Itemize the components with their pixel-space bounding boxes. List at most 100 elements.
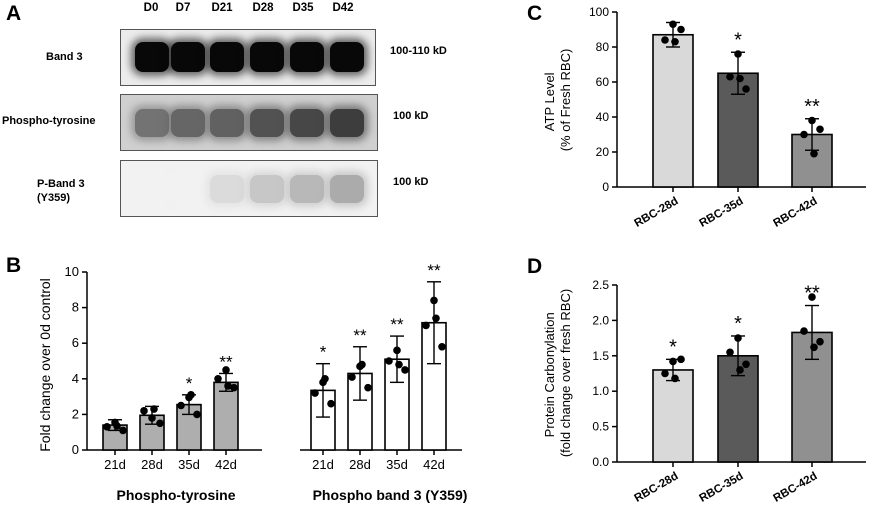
y-tick-label: 8	[72, 300, 79, 315]
data-point	[430, 296, 438, 305]
significance-marker: *	[186, 374, 193, 393]
blot-band	[135, 175, 169, 203]
lane-label: D35	[292, 2, 314, 14]
data-point	[726, 72, 734, 81]
data-point	[671, 37, 679, 46]
group-label: Phospho-tyrosine	[116, 487, 235, 503]
mw-label: 100 kD	[393, 176, 429, 188]
data-point	[808, 116, 816, 125]
data-point	[358, 360, 366, 369]
x-tick-label: 35d	[386, 457, 408, 472]
x-tick-label: RBC-35d	[697, 470, 745, 505]
data-point	[736, 366, 744, 374]
y-axis-title: Protein Carbonylation (fold change over …	[542, 289, 573, 457]
y-axis-title: Fold change over 0d control	[37, 278, 53, 452]
y-tick-label: 40	[596, 110, 610, 124]
data-point	[222, 366, 230, 374]
data-point	[661, 369, 669, 378]
bar	[652, 33, 694, 188]
blot-band	[171, 42, 205, 72]
y-tick-label: 60	[596, 75, 610, 89]
blot-band	[171, 109, 205, 137]
data-point	[311, 389, 319, 397]
blot-row-label-p-band3: P-Band 3 (Y359)	[37, 178, 85, 204]
lane-label: D0	[143, 2, 159, 14]
y-tick-label: 1.5	[592, 349, 609, 363]
y-tick-label: 2.5	[592, 278, 609, 292]
y-tick-label: 0.5	[592, 420, 609, 434]
significance-marker: *	[734, 313, 742, 335]
data-point	[734, 50, 742, 58]
y-axis-title: ATP Level (% of Fresh RBC)	[542, 49, 573, 152]
y-tick-label: 20	[596, 145, 610, 159]
data-point	[113, 422, 121, 430]
data-point	[669, 20, 677, 29]
data-point	[810, 149, 818, 158]
panel-label-b: B	[6, 254, 22, 277]
significance-marker: *	[669, 336, 677, 358]
y-tick-label: 1.0	[592, 384, 609, 398]
y-tick-label: 0	[72, 442, 79, 457]
blot-band	[250, 42, 284, 72]
data-point	[187, 391, 195, 399]
group-label: Phospho band 3 (Y359)	[313, 487, 468, 503]
blot-band	[135, 109, 169, 137]
x-tick-label: 28d	[141, 457, 163, 472]
panel-label-c: C	[527, 2, 543, 25]
significance-marker: *	[734, 29, 742, 51]
data-point	[661, 36, 669, 44]
data-point	[393, 346, 401, 355]
significance-marker: **	[390, 315, 404, 334]
data-point	[364, 383, 372, 392]
panel-label-a: A	[6, 2, 22, 25]
x-tick-label: 42d	[423, 457, 445, 472]
significance-marker: **	[427, 261, 441, 280]
significance-marker: **	[804, 96, 820, 118]
data-point	[438, 342, 446, 351]
significance-marker: **	[219, 352, 233, 371]
data-point	[726, 348, 734, 357]
blot-strip-band3	[120, 29, 376, 86]
data-point	[742, 360, 750, 369]
blot-band	[250, 109, 284, 137]
data-point	[669, 357, 677, 366]
data-point	[321, 375, 329, 383]
significance-marker: *	[320, 343, 327, 362]
blot-band	[290, 175, 324, 203]
data-point	[432, 314, 440, 323]
blot-band	[171, 175, 205, 203]
data-point	[214, 375, 222, 383]
data-point	[800, 130, 808, 139]
data-point	[156, 419, 164, 428]
y-tick-label: 0.0	[592, 455, 609, 469]
y-tick-label: 6	[72, 335, 79, 350]
blot-row-label-phospho-tyrosine: Phospho-tyrosine	[2, 115, 96, 127]
blot-band	[290, 42, 324, 72]
data-point	[224, 382, 232, 390]
y-tick-label: 10	[65, 264, 79, 279]
data-point	[677, 355, 685, 364]
data-point	[103, 423, 111, 431]
data-point	[119, 426, 127, 435]
blot-band	[135, 42, 169, 72]
data-point	[816, 337, 824, 346]
x-tick-label: RBC-28d	[632, 470, 680, 505]
data-point	[150, 405, 158, 413]
data-point	[816, 125, 824, 134]
data-point	[422, 321, 430, 330]
bar	[652, 369, 694, 463]
data-point	[736, 74, 744, 83]
y-tick-label: 2.0	[592, 313, 609, 327]
blot-band	[330, 42, 364, 72]
data-point	[348, 373, 356, 381]
data-point	[327, 399, 335, 408]
x-tick-label: 42d	[215, 457, 237, 472]
x-tick-label: 28d	[349, 457, 371, 472]
blot-row-label-band3: Band 3	[46, 51, 83, 63]
data-point	[193, 410, 201, 419]
data-point	[677, 25, 685, 34]
data-point	[734, 334, 742, 342]
data-point	[401, 366, 409, 374]
